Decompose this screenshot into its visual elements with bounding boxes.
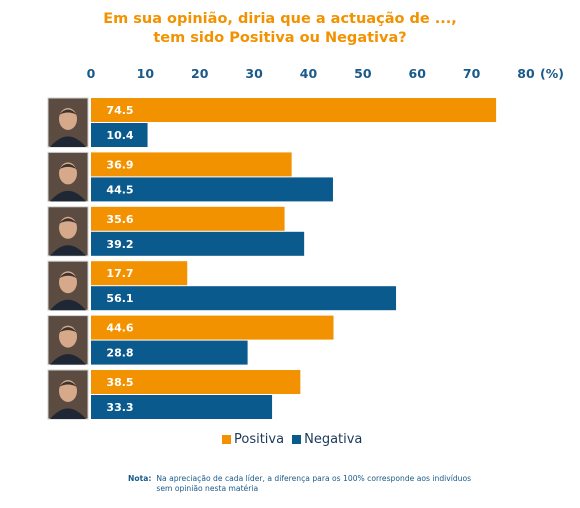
bar-positiva-4 bbox=[91, 261, 188, 286]
bar-positiva-6 bbox=[91, 370, 301, 394]
person-photo-icon bbox=[47, 315, 89, 366]
bar-negativa-2 bbox=[91, 177, 333, 202]
bar-chart: 0 10 20 30 40 50 60 70 80 (%) 74.5 10.4 36.9 44.5 35.… bbox=[47, 66, 564, 420]
footnote: Nota: Na apreciação de cada líder, a dif… bbox=[128, 474, 488, 494]
data-label-negativa-4: 56.1 bbox=[106, 292, 133, 305]
tick-label-0: 0 bbox=[87, 66, 96, 81]
tick-label-40: 40 bbox=[300, 66, 318, 81]
bar-positiva-3 bbox=[91, 206, 285, 231]
bar-positiva-1 bbox=[91, 98, 497, 122]
data-label-positiva-6: 38.5 bbox=[106, 376, 133, 389]
tick-label-30: 30 bbox=[245, 66, 263, 81]
tick-label-50: 50 bbox=[354, 66, 372, 81]
chart-title: Em sua opinião, diria que a actuação de … bbox=[40, 10, 520, 48]
person-photo-icon bbox=[47, 97, 89, 148]
legend: Positiva Negativa bbox=[222, 432, 370, 447]
data-label-positiva-4: 17.7 bbox=[106, 267, 133, 280]
bar-negativa-6 bbox=[91, 395, 273, 419]
person-photo-icon bbox=[47, 260, 89, 311]
leader-photos bbox=[47, 97, 89, 420]
chart-title-line-1: Em sua opinião, diria que a actuação de … bbox=[103, 11, 457, 27]
unit-label: (%) bbox=[540, 66, 564, 81]
legend-item-negativa: Negativa bbox=[292, 432, 362, 447]
axis-ticks: 0 10 20 30 40 50 60 70 80 (%) bbox=[87, 66, 564, 81]
tick-label-20: 20 bbox=[191, 66, 209, 81]
data-label-positiva-2: 36.9 bbox=[106, 158, 133, 171]
data-label-negativa-3: 39.2 bbox=[106, 238, 133, 251]
bars: 74.5 10.4 36.9 44.5 35.6 39.2 17.7 56.1 44.6 28.8… bbox=[91, 98, 497, 419]
tick-label-60: 60 bbox=[409, 66, 427, 81]
bar-negativa-3 bbox=[91, 231, 305, 256]
data-label-positiva-3: 35.6 bbox=[106, 213, 133, 226]
legend-item-positiva: Positiva bbox=[222, 432, 284, 447]
person-photo-icon bbox=[47, 369, 89, 420]
chart-title-line-2: tem sido Positiva ou Negativa? bbox=[153, 30, 407, 46]
footnote-label: Nota: bbox=[128, 474, 152, 483]
tick-label-80: 80 bbox=[517, 66, 535, 81]
bar-positiva-5 bbox=[91, 315, 334, 340]
legend-swatch-negativa bbox=[292, 435, 302, 444]
tick-label-10: 10 bbox=[137, 66, 155, 81]
data-label-negativa-5: 28.8 bbox=[106, 347, 133, 360]
footnote-text: Na apreciação de cada líder, a diferença… bbox=[156, 474, 472, 493]
legend-label-positiva: Positiva bbox=[234, 432, 285, 447]
tick-label-70: 70 bbox=[463, 66, 481, 81]
bar-negativa-4 bbox=[91, 286, 397, 311]
data-label-negativa-6: 33.3 bbox=[106, 401, 133, 414]
person-photo-icon bbox=[47, 151, 89, 202]
data-label-positiva-1: 74.5 bbox=[106, 104, 133, 117]
person-photo-icon bbox=[47, 206, 89, 257]
bar-positiva-2 bbox=[91, 152, 292, 177]
bar-negativa-5 bbox=[91, 340, 248, 365]
bar-negativa-1 bbox=[91, 123, 148, 147]
data-label-negativa-1: 10.4 bbox=[106, 129, 133, 142]
legend-swatch-positiva bbox=[222, 435, 231, 444]
data-label-negativa-2: 44.5 bbox=[106, 183, 133, 196]
data-label-positiva-5: 44.6 bbox=[106, 322, 133, 335]
legend-label-negativa: Negativa bbox=[304, 432, 363, 447]
